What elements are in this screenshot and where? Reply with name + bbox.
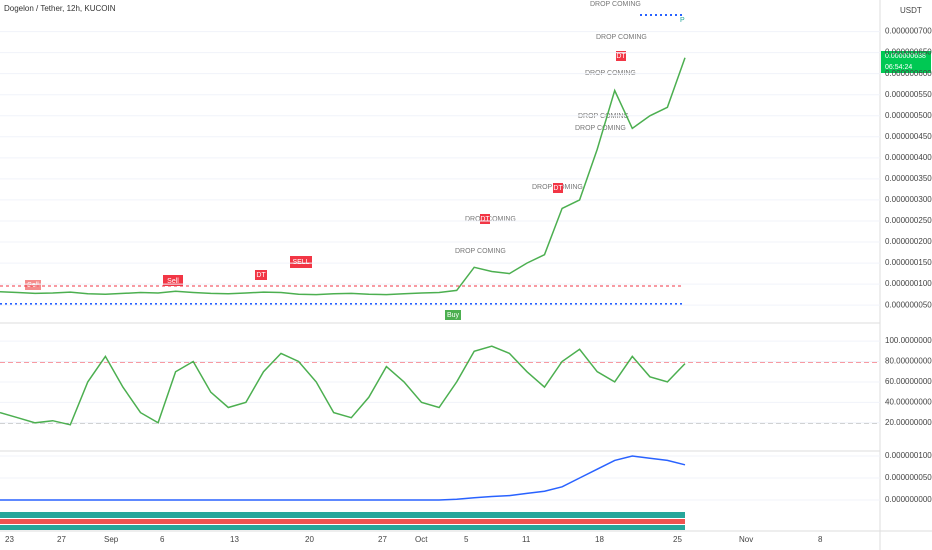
x-tick-label: Nov <box>739 535 753 544</box>
y-tick-label: 0.000000050 <box>885 300 932 309</box>
series-line <box>0 57 686 296</box>
badge-bg <box>163 275 183 286</box>
y-tick-label: 0.000000350 <box>885 174 932 183</box>
strip <box>0 512 685 518</box>
x-tick-label: 27 <box>378 535 387 544</box>
x-tick-label: 13 <box>230 535 239 544</box>
badge-bg <box>25 280 41 290</box>
chart-title: Dogelon / Tether, 12h, KUCOIN <box>4 4 116 13</box>
annotation: DROP COMING <box>465 216 516 223</box>
y-tick-label: 80.000000000 <box>885 357 932 366</box>
x-tick-label: Oct <box>415 535 428 544</box>
y-tick-label: 0.000000400 <box>885 153 932 162</box>
strip <box>0 519 685 524</box>
badge-bg <box>290 256 312 268</box>
annotation: Sell <box>27 282 39 289</box>
y-tick-label: 0.000000050 <box>885 473 932 482</box>
price-badge <box>881 51 931 73</box>
countdown: 06:54:24 <box>885 64 912 71</box>
annotation: DROP COMING <box>596 34 647 41</box>
x-tick-label: 25 <box>673 535 682 544</box>
x-tick-label: 20 <box>305 535 314 544</box>
x-tick-label: 11 <box>522 535 531 544</box>
y-tick-label: 0.000000450 <box>885 132 932 141</box>
annotation: P <box>680 17 685 24</box>
x-tick-label: 23 <box>5 535 14 544</box>
annotation: DT <box>256 272 266 279</box>
annotation: DROP COMING <box>590 1 641 8</box>
y-tick-label: 20.000000000 <box>885 418 932 427</box>
y-tick-label: 0.000000100 <box>885 451 932 460</box>
annotation: Sell <box>167 278 179 285</box>
x-tick-label: 8 <box>818 535 823 544</box>
y-tick-label: 0.000000250 <box>885 216 932 225</box>
annotation: DT <box>553 185 563 192</box>
y-tick-label: 60.000000000 <box>885 377 932 386</box>
y-tick-label: 0.000000200 <box>885 237 932 246</box>
annotation: DROP COMING <box>455 248 506 255</box>
x-tick-label: 18 <box>595 535 604 544</box>
x-tick-label: Sep <box>104 535 119 544</box>
y-tick-label: 0.000000150 <box>885 258 932 267</box>
x-tick-label: 6 <box>160 535 165 544</box>
y-tick-label: 0.000000650 <box>885 48 932 57</box>
y-tick-label: 0.000000550 <box>885 90 932 99</box>
badge-bg <box>553 183 563 193</box>
badge-bg <box>445 310 461 320</box>
y-tick-label: 100.000000000 <box>885 336 932 345</box>
y-tick-label: 0.000000700 <box>885 27 932 36</box>
badge-bg <box>616 51 626 61</box>
series-line <box>0 345 686 426</box>
annotation: Buy <box>447 312 460 319</box>
y-tick-label: 40.000000000 <box>885 397 932 406</box>
badge-bg <box>480 214 490 224</box>
annotation: DT <box>480 216 490 223</box>
y-tick-label: 0.000000600 <box>885 69 932 78</box>
x-tick-label: 27 <box>57 535 66 544</box>
annotation: DROP COMING <box>578 113 629 120</box>
y-tick-label: 0.000000100 <box>885 279 932 288</box>
currency: USDT <box>900 6 922 15</box>
series-line <box>0 455 686 501</box>
x-tick-label: 5 <box>464 535 469 544</box>
y-tick-label: 0.000000300 <box>885 195 932 204</box>
strip <box>0 525 685 530</box>
badge-bg <box>255 270 267 280</box>
annotation: DROP COMING <box>575 125 626 132</box>
annotation: DT <box>616 53 626 60</box>
annotation: SELL <box>292 259 309 266</box>
y-tick-label: 0.000000000 <box>885 495 932 504</box>
last-price: 0.000000638 <box>885 53 926 60</box>
y-tick-label: 0.000000500 <box>885 111 932 120</box>
